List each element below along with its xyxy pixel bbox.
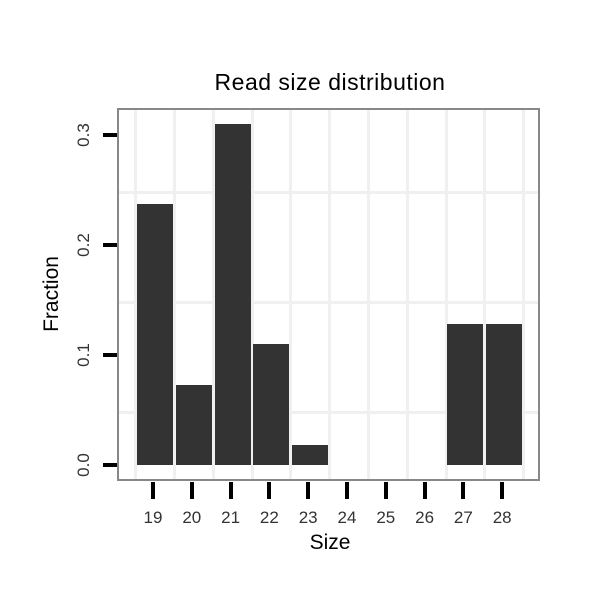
- y-axis-label: Fraction: [40, 256, 63, 332]
- gridline-vertical: [172, 110, 176, 479]
- gridline-vertical: [250, 110, 254, 479]
- gridline-horizontal: [119, 410, 538, 414]
- gridline-vertical: [328, 110, 332, 479]
- x-tick-label: 19: [143, 508, 163, 527]
- y-axis-tick: [103, 353, 117, 357]
- x-axis-tick: [306, 482, 311, 499]
- bar-19: [137, 204, 173, 465]
- x-axis-tick: [151, 482, 155, 499]
- x-tick-label: 28: [492, 508, 512, 527]
- x-axis-tick: [267, 482, 272, 499]
- gridline-vertical: [366, 110, 370, 479]
- x-axis-tick: [461, 482, 466, 499]
- x-tick-label: 27: [453, 508, 473, 527]
- x-axis-tick: [422, 482, 427, 499]
- bar-21: [214, 124, 251, 465]
- x-axis-tick: [383, 482, 388, 499]
- x-tick-label: 23: [298, 508, 318, 527]
- gridline-vertical: [405, 110, 409, 479]
- y-tick-label: 0.2: [74, 233, 93, 257]
- x-axis-tick: [189, 482, 194, 499]
- gridline-horizontal: [119, 300, 538, 304]
- gridline-horizontal: [119, 190, 538, 194]
- x-axis-label: Size: [309, 531, 351, 554]
- y-axis-tick: [103, 243, 117, 247]
- gridline-vertical: [134, 110, 138, 479]
- x-tick-label: 22: [259, 508, 279, 527]
- y-axis-tick: [103, 133, 117, 137]
- y-tick-label: 0.3: [74, 123, 93, 147]
- x-tick-label: 21: [221, 508, 241, 527]
- bar-23: [292, 445, 329, 465]
- x-axis-tick: [228, 482, 233, 499]
- x-tick-label: 20: [182, 508, 202, 527]
- x-tick-label: 25: [376, 508, 396, 527]
- x-axis-tick: [500, 482, 505, 499]
- y-tick-label: 0.1: [74, 343, 93, 367]
- gridline-vertical: [483, 110, 487, 479]
- chart-title: Read size distribution: [214, 69, 446, 95]
- gridline-vertical: [211, 110, 215, 479]
- x-axis-tick: [345, 482, 349, 499]
- gridline-vertical: [444, 110, 448, 479]
- y-tick-label: 0.0: [74, 453, 93, 477]
- x-tick-label: 24: [337, 508, 357, 527]
- bar-27: [447, 324, 484, 465]
- gridline-vertical: [289, 110, 293, 479]
- bar-28: [486, 324, 523, 465]
- y-axis-tick: [103, 463, 117, 467]
- plot-panel: [117, 108, 540, 481]
- bar-22: [253, 344, 290, 465]
- gridline-vertical: [522, 110, 526, 479]
- bar-20: [175, 384, 212, 465]
- x-tick-label: 26: [415, 508, 435, 527]
